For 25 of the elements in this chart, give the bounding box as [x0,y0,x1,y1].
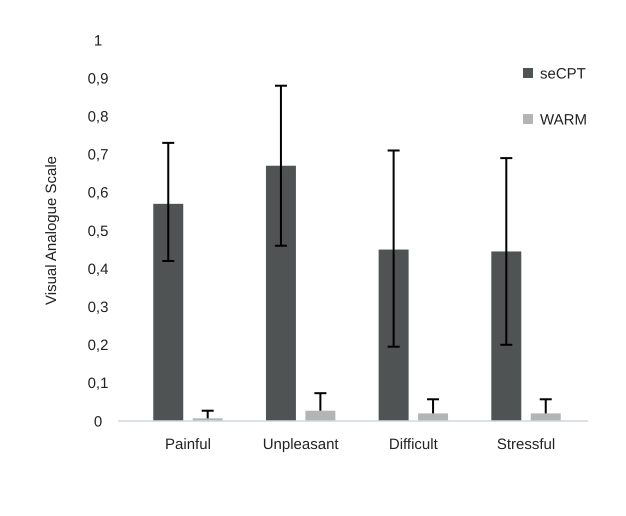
y-tick-label: 1 [94,32,102,50]
y-tick-label: 0,7 [88,146,108,164]
y-tick-label: 0,1 [88,375,108,392]
y-tick-label: 0,6 [88,184,108,202]
bar [153,204,184,421]
x-tick-label: Difficult [388,436,439,453]
bar [378,250,409,421]
bar [305,410,336,421]
x-tick-label: Unpleasant [262,436,340,453]
y-tick-label: 0,8 [88,108,108,126]
bar [530,413,561,421]
y-tick-label: 0,2 [88,337,108,354]
legend-label: seCPT [540,65,586,82]
x-tick-label: Stressful [496,436,556,453]
y-tick-label: 0,3 [88,298,108,316]
bar [418,413,448,421]
bar [266,166,296,421]
y-tick-label: 0,5 [88,222,108,240]
legend-label: WARM [540,111,587,128]
y-tick-label: 0,4 [88,260,108,278]
bar [491,251,522,421]
y-axis-title: Visual Analogue Scale [43,156,60,306]
x-tick-label: Painful [165,436,211,453]
y-tick-label: 0 [94,413,102,430]
y-tick-label: 0,9 [88,70,108,88]
